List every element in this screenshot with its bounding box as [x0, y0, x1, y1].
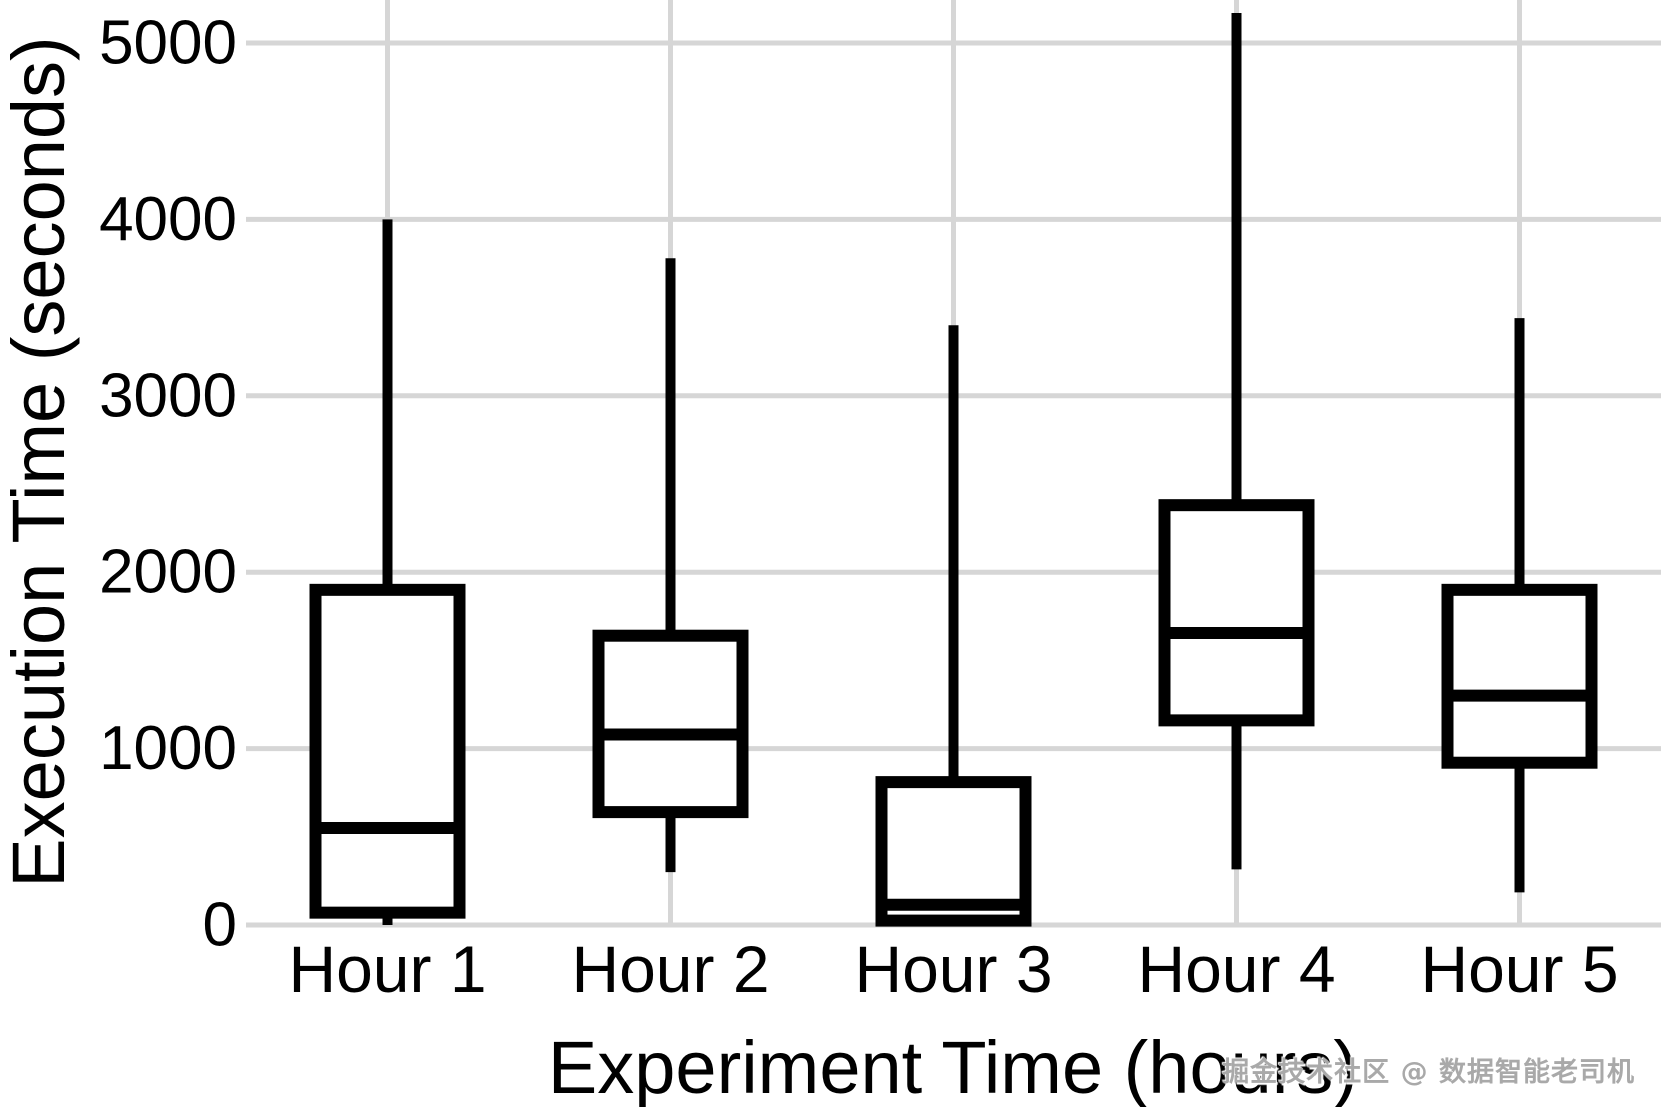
- y-tick-label-3000: 3000: [99, 361, 237, 430]
- y-tick-label-2000: 2000: [99, 538, 237, 607]
- boxplot-series: [309, 13, 1598, 927]
- box-hour-5: [1441, 318, 1598, 893]
- x-tick-label-4: Hour 4: [1137, 932, 1335, 1006]
- iqr-box: [875, 776, 1032, 927]
- x-axis-tick-labels: Hour 1 Hour 2 Hour 3 Hour 4 Hour 5: [288, 932, 1618, 1006]
- x-axis-title: Experiment Time (hours): [548, 1026, 1358, 1107]
- y-tick-label-1000: 1000: [99, 714, 237, 783]
- box-hour-2: [592, 258, 749, 873]
- iqr-box: [309, 583, 466, 919]
- y-tick-label-0: 0: [203, 891, 237, 960]
- y-axis-title: Execution Time (seconds): [0, 36, 80, 887]
- y-tick-label-4000: 4000: [99, 185, 237, 254]
- box-hour-3: [875, 325, 1032, 927]
- iqr-box: [592, 629, 749, 819]
- box-hour-1: [309, 219, 466, 925]
- iqr-box: [1158, 499, 1315, 727]
- x-tick-label-1: Hour 1: [288, 932, 486, 1006]
- y-tick-label-5000: 5000: [99, 9, 237, 78]
- x-tick-label-3: Hour 3: [854, 932, 1052, 1006]
- iqr-box: [1441, 583, 1598, 769]
- box-hour-4: [1158, 13, 1315, 870]
- x-tick-label-2: Hour 2: [571, 932, 769, 1006]
- x-tick-label-5: Hour 5: [1420, 932, 1618, 1006]
- watermark: 掘金技术社区 @ 数据智能老司机: [1222, 1057, 1635, 1088]
- y-axis-tick-labels: 0 1000 2000 3000 4000 5000: [99, 9, 237, 960]
